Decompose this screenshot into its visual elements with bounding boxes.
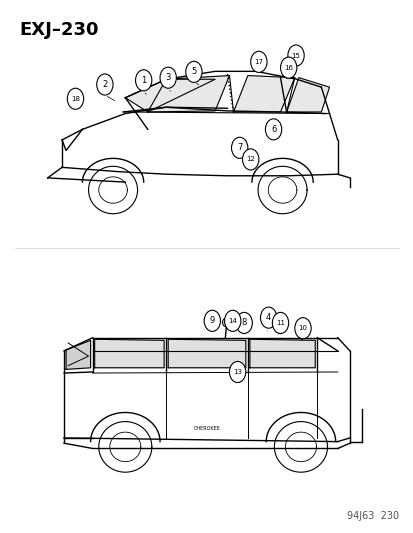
Polygon shape [147,76,229,112]
Circle shape [250,51,266,72]
Circle shape [235,312,252,334]
Circle shape [160,67,176,88]
Text: 15: 15 [291,53,300,59]
Text: 12: 12 [246,156,254,163]
Polygon shape [125,79,215,112]
Text: EXJ–230: EXJ–230 [19,21,98,39]
Circle shape [294,318,311,339]
Text: 11: 11 [275,320,284,326]
Polygon shape [233,76,294,112]
Circle shape [280,57,296,78]
Circle shape [260,307,276,328]
Text: 14: 14 [228,318,237,324]
Circle shape [287,45,304,66]
Circle shape [242,149,258,170]
Text: CHEROKEE: CHEROKEE [193,426,220,431]
Circle shape [185,61,202,83]
Circle shape [229,361,245,383]
Polygon shape [249,340,314,368]
Text: 10: 10 [298,325,307,331]
Text: 8: 8 [241,318,246,327]
Text: 17: 17 [254,59,263,65]
Circle shape [222,318,228,327]
Circle shape [135,70,152,91]
Polygon shape [286,78,329,112]
Circle shape [265,119,281,140]
Polygon shape [168,340,245,368]
Circle shape [231,138,247,158]
Circle shape [272,312,288,334]
Circle shape [204,310,220,332]
Polygon shape [66,341,90,369]
Text: 4: 4 [266,313,271,322]
Circle shape [224,310,240,332]
Text: 5: 5 [191,67,196,76]
Polygon shape [95,340,164,368]
Text: 6: 6 [270,125,275,134]
Text: 18: 18 [71,96,80,102]
Text: 2: 2 [102,80,107,89]
Text: 9: 9 [209,316,214,325]
Text: 13: 13 [233,369,242,375]
Circle shape [97,74,113,95]
Circle shape [67,88,83,109]
Text: 1: 1 [141,76,146,85]
Text: 7: 7 [236,143,242,152]
Text: 94J63  230: 94J63 230 [346,511,398,521]
Text: 3: 3 [165,73,171,82]
Text: 16: 16 [283,64,292,71]
